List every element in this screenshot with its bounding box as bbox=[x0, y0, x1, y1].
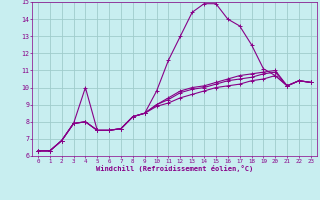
X-axis label: Windchill (Refroidissement éolien,°C): Windchill (Refroidissement éolien,°C) bbox=[96, 165, 253, 172]
